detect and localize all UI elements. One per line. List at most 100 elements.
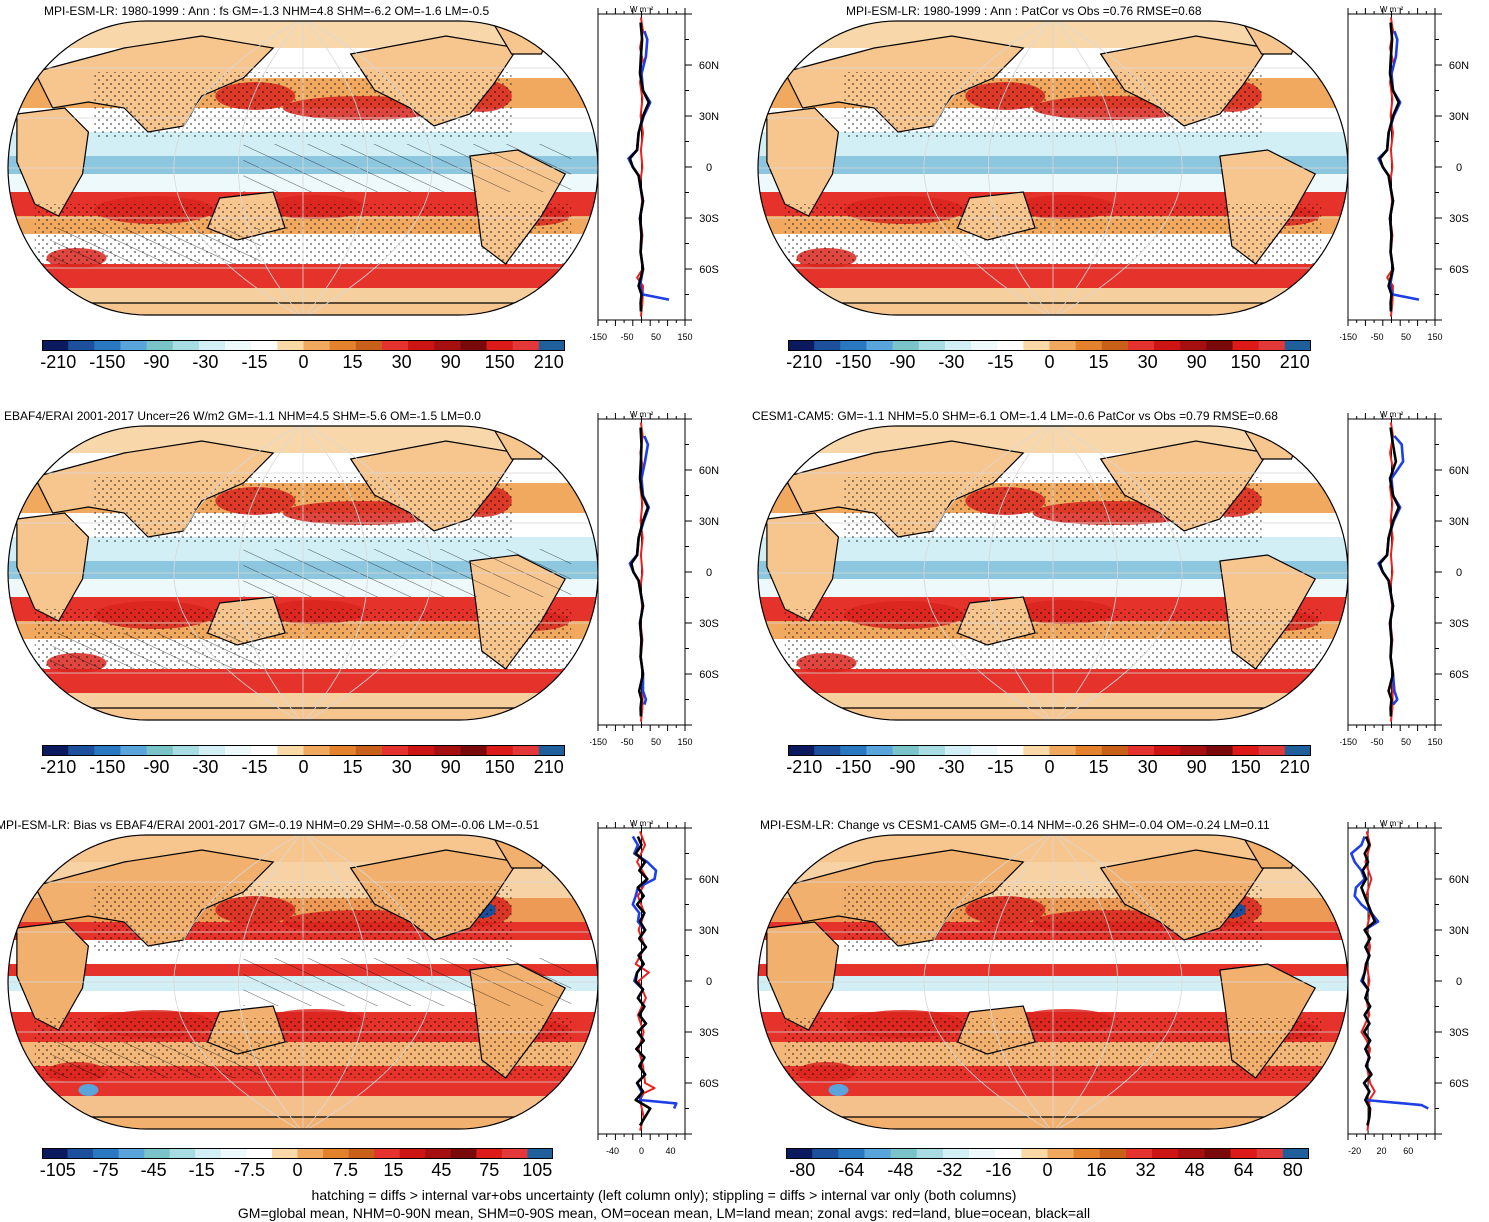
zonal-x-tick-label: -50 [620, 332, 633, 342]
colorbar-swatch [42, 1148, 69, 1159]
continent [766, 512, 840, 622]
colorbar-swatch [1206, 745, 1234, 756]
zonal-unit-label: W m⁻² [1380, 819, 1404, 828]
colorbar-tick-label: -210 [786, 352, 823, 372]
zonal-y-tick-label: 30S [699, 1027, 719, 1039]
colorbar-tick-label: 0 [1042, 1160, 1053, 1180]
colorbar-tick-label: 30 [1137, 352, 1158, 372]
colorbar-swatch [460, 340, 488, 351]
map-title-p6: MPI-ESM-LR: Change vs CESM1-CAM5 GM=-0.1… [760, 818, 1270, 832]
colorbar-labels-p5: -105 -75 -45 -15 -7.5 0 7.5 15 45 75 105 [39, 1160, 553, 1182]
colorbar-swatch [1206, 340, 1234, 351]
zonal-mean-plot-p6: W m⁻² -20 20 60 60N 30N 0 30S 60S [1347, 819, 1469, 1156]
graticule-line [1052, 21, 1183, 315]
colorbar-swatch [399, 1148, 426, 1159]
colorbar-tick-label: 48 [1184, 1160, 1205, 1180]
colorbar-swatch [329, 745, 357, 756]
graticule-line [923, 21, 1054, 315]
zonal-x-tick-label: -150 [1340, 737, 1357, 747]
zonal-series-all [1378, 427, 1401, 717]
colorbar-swatch [120, 340, 148, 351]
colorbar-swatch [42, 340, 69, 351]
hatching [52, 1042, 262, 1078]
colorbar-tick-label: 90 [440, 757, 461, 777]
colorbar-swatch [995, 1148, 1022, 1159]
colorbar-swatch [1075, 340, 1103, 351]
colorbar-swatch [997, 745, 1024, 756]
graticule-line [173, 21, 304, 315]
zonal-unit-label: W m⁻² [1380, 410, 1404, 419]
graticule-line [302, 21, 368, 315]
colorbar-tick-label: 0 [1044, 352, 1055, 372]
colorbar-swatch [890, 1148, 918, 1159]
zonal-y-tick-label: 60S [699, 1078, 719, 1090]
robinson-map-p4 [757, 425, 1349, 721]
graticule-line [238, 426, 304, 720]
colorbar-swatch [93, 1148, 120, 1159]
colorbar-swatch [997, 340, 1024, 351]
colorbar-tick-label: -30 [938, 352, 965, 372]
colorbar-swatch [381, 745, 409, 756]
colorbar-tick-label: -15 [241, 757, 268, 777]
colorbar-tick-label: 90 [1186, 352, 1207, 372]
colorbar-swatch [788, 340, 815, 351]
zonal-x-tick-label: 0 [639, 1146, 644, 1156]
colorbar-p2 [788, 340, 1311, 351]
colorbar-swatch [916, 1148, 944, 1159]
graticule-line [302, 426, 368, 720]
zonal-y-tick-label: 30N [1449, 516, 1469, 528]
colorbar-swatch [1049, 340, 1077, 351]
robinson-map-p5 [7, 834, 599, 1130]
colorbar-swatch [512, 745, 540, 756]
robinson-map-p6 [757, 834, 1349, 1130]
colorbar-swatch [408, 745, 435, 756]
colorbar-p4 [788, 745, 1311, 756]
colorbar-swatch [271, 1148, 298, 1159]
colorbar-swatch [120, 745, 148, 756]
colorbar-tick-label: -64 [838, 1160, 865, 1180]
graticule-line [1052, 426, 1183, 720]
colorbar-swatch [94, 745, 121, 756]
colorbar-swatch [1284, 340, 1311, 351]
colorbar-swatch [892, 745, 920, 756]
colorbar-swatch [251, 745, 278, 756]
zonal-y-tick-label: 30S [1449, 618, 1469, 630]
zonal-y-tick-label: 0 [1456, 162, 1462, 174]
colorbar-tick-label: 210 [533, 352, 564, 372]
zonal-x-tick-label: 50 [651, 737, 661, 747]
colorbar-swatch [1125, 1148, 1153, 1159]
zonal-y-tick-label: 60S [699, 669, 719, 681]
map-outline [7, 20, 599, 316]
zonal-y-tick-label: 30S [699, 213, 719, 225]
colorbar-tick-label: 32 [1135, 1160, 1156, 1180]
zonal-unit-label: W m⁻² [630, 410, 654, 419]
colorbar-tick-label: -75 [92, 1160, 119, 1180]
colorbar-swatch [329, 340, 357, 351]
colorbar-swatch [1127, 745, 1155, 756]
zonal-y-tick-label: 0 [1456, 976, 1462, 988]
colorbar-swatch [944, 745, 972, 756]
colorbar-swatch [918, 745, 946, 756]
map-outline [7, 834, 599, 1130]
colorbar-swatch [355, 745, 383, 756]
field-anomaly [78, 1084, 99, 1096]
colorbar-swatch [1284, 745, 1311, 756]
colorbar-tick-label: -7.5 [234, 1160, 266, 1180]
colorbar-swatch [1023, 745, 1050, 756]
hatching [52, 228, 262, 264]
graticule-line [1052, 835, 1183, 1129]
colorbar-tick-label: 75 [479, 1160, 500, 1180]
zonal-y-tick-label: 30N [1449, 925, 1469, 937]
zonal-x-tick-label: -150 [590, 737, 607, 747]
zonal-y-tick-label: 60N [1449, 874, 1469, 886]
colorbar-p5 [42, 1148, 553, 1159]
footer-note-hatching: hatching = diffs > internal var+obs unce… [311, 1187, 1017, 1203]
colorbar-swatch [220, 1148, 247, 1159]
colorbar-tick-label: -105 [39, 1160, 76, 1180]
colorbar-swatch [277, 340, 304, 351]
zonal-x-tick-label: 150 [1427, 737, 1442, 747]
colorbar-tick-label: -15 [987, 352, 1014, 372]
colorbar-labels-p4: -210 -150 -90 -30 -15 0 15 30 90 150 210 [786, 757, 1311, 779]
robinson-map-p2 [757, 20, 1349, 316]
zonal-y-tick-label: 60N [699, 874, 719, 886]
